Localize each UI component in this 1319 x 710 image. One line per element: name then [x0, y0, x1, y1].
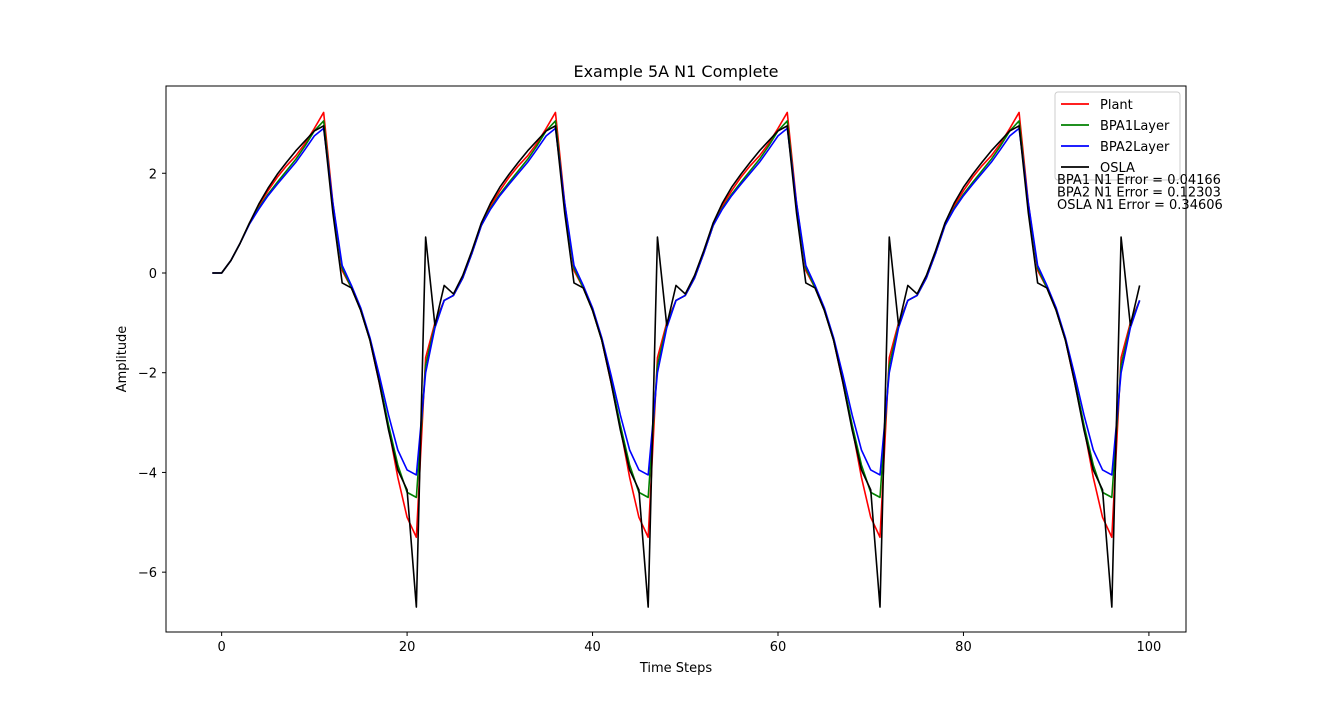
legend: Plant BPA1Layer BPA2Layer OSLA	[1054, 91, 1181, 181]
series-line-osla	[212, 125, 1141, 608]
legend-label-plant: Plant	[1100, 98, 1133, 113]
x-tick-label: 40	[584, 640, 601, 655]
legend-box	[1054, 91, 1181, 181]
x-tick-label: 0	[217, 640, 225, 655]
y-axis: −6 −4 −2 0 2	[138, 167, 166, 581]
x-axis-label: Time Steps	[639, 661, 713, 676]
error-annotation: OSLA N1 Error = 0.34606	[1057, 198, 1223, 213]
x-tick-label: 100	[1136, 640, 1161, 655]
error-annotation: BPA2 N1 Error = 0.12303	[1057, 186, 1221, 201]
series-layer	[212, 111, 1141, 608]
x-tick-label: 60	[770, 640, 787, 655]
y-tick-label: 2	[149, 167, 157, 182]
legend-label-bpa1layer: BPA1Layer	[1100, 119, 1170, 134]
x-axis: 0 20 40 60 80 100	[217, 632, 1161, 655]
y-tick-label: −2	[138, 367, 157, 382]
error-annotation: BPA1 N1 Error = 0.04166	[1057, 173, 1221, 188]
legend-label-osla: OSLA	[1100, 161, 1135, 176]
chart-title: Example 5A N1 Complete	[573, 62, 778, 81]
plot-frame	[165, 85, 1187, 633]
y-axis-label: Amplitude	[115, 326, 130, 393]
legend-label-bpa2layer: BPA2Layer	[1100, 140, 1170, 155]
x-tick-label: 80	[955, 640, 972, 655]
y-tick-label: −6	[138, 566, 157, 581]
plot-area	[212, 111, 1141, 608]
y-tick-label: 0	[149, 267, 157, 282]
x-tick-label: 20	[399, 640, 416, 655]
y-tick-label: −4	[138, 466, 157, 481]
